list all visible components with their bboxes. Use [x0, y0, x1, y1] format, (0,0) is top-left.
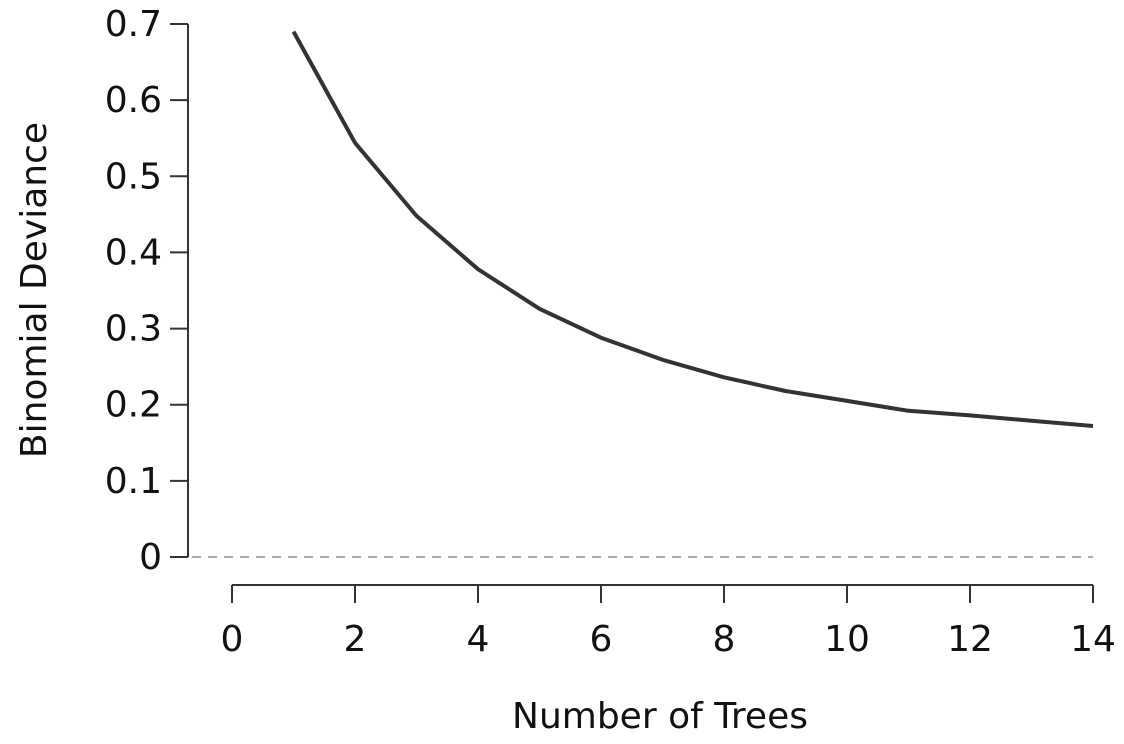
x-tick-label: 12	[947, 619, 993, 660]
y-tick-label: 0.5	[105, 156, 162, 197]
y-tick-label: 0	[139, 537, 162, 578]
y-tick-label: 0.2	[105, 385, 162, 426]
x-tick-label: 4	[467, 619, 490, 660]
y-tick-label: 0.4	[105, 232, 162, 273]
y-axis-label: Binomial Deviance	[14, 122, 55, 458]
y-tick-label: 0.3	[105, 309, 162, 350]
x-tick-label: 8	[713, 619, 736, 660]
x-tick-label: 14	[1070, 619, 1116, 660]
y-tick-label: 0.6	[105, 80, 162, 121]
x-tick-label: 0	[221, 619, 244, 660]
x-tick-label: 2	[344, 619, 367, 660]
data-line	[291, 30, 1094, 429]
x-tick-label: 10	[824, 619, 870, 660]
y-tick-label: 0.1	[105, 461, 162, 502]
y-tick-label: 0.7	[105, 4, 162, 45]
x-tick-label: 6	[590, 619, 613, 660]
x-axis-label: Number of Trees	[512, 696, 808, 737]
